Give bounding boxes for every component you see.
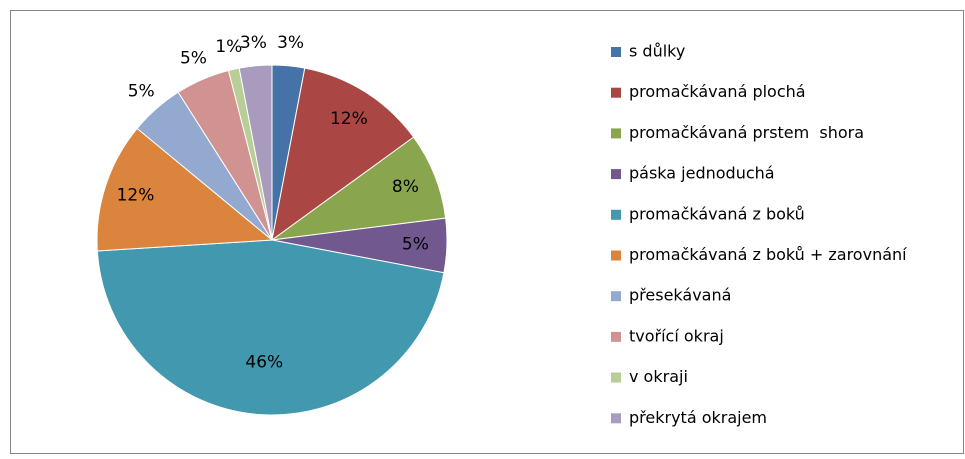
legend-swatch [611,209,621,220]
pie-slice [238,64,273,241]
legend-swatch [611,169,621,180]
legend-swatch [611,250,621,261]
pie-slice [96,127,274,252]
legend-label: páska jednoduchá [629,164,775,183]
legend-label: přesekávaná [629,286,731,305]
pie-slice [96,239,445,416]
data-label: 12% [117,186,155,206]
legend-swatch [611,413,621,424]
legend-label: v okraji [629,367,688,386]
pie-slice [271,67,415,242]
legend-swatch [611,291,621,302]
legend-label: promačkávaná z boků + zarovnání [629,245,907,264]
legend-label: tvořící okraj [629,326,724,345]
data-label: 5% [402,235,429,255]
data-label: 8% [392,177,419,197]
legend-label: promačkávaná plochá [629,82,806,101]
legend-label: promačkávaná z boků [629,204,805,223]
legend-swatch [611,87,621,98]
legend-swatch [611,372,621,383]
legend-label: promačkávaná prstem shora [629,123,864,142]
data-label: 3% [277,33,304,53]
data-label: 3% [240,33,267,53]
data-label: 1% [215,37,242,57]
data-label: 12% [330,109,368,129]
legend-swatch [611,128,621,139]
data-label: 46% [245,352,283,372]
data-label: 5% [180,49,207,69]
data-label: 5% [128,82,155,102]
legend-swatch [611,47,621,57]
legend-label: s důlky [629,42,685,61]
legend-label: překrytá okrajem [629,408,767,427]
legend-swatch [611,331,621,342]
